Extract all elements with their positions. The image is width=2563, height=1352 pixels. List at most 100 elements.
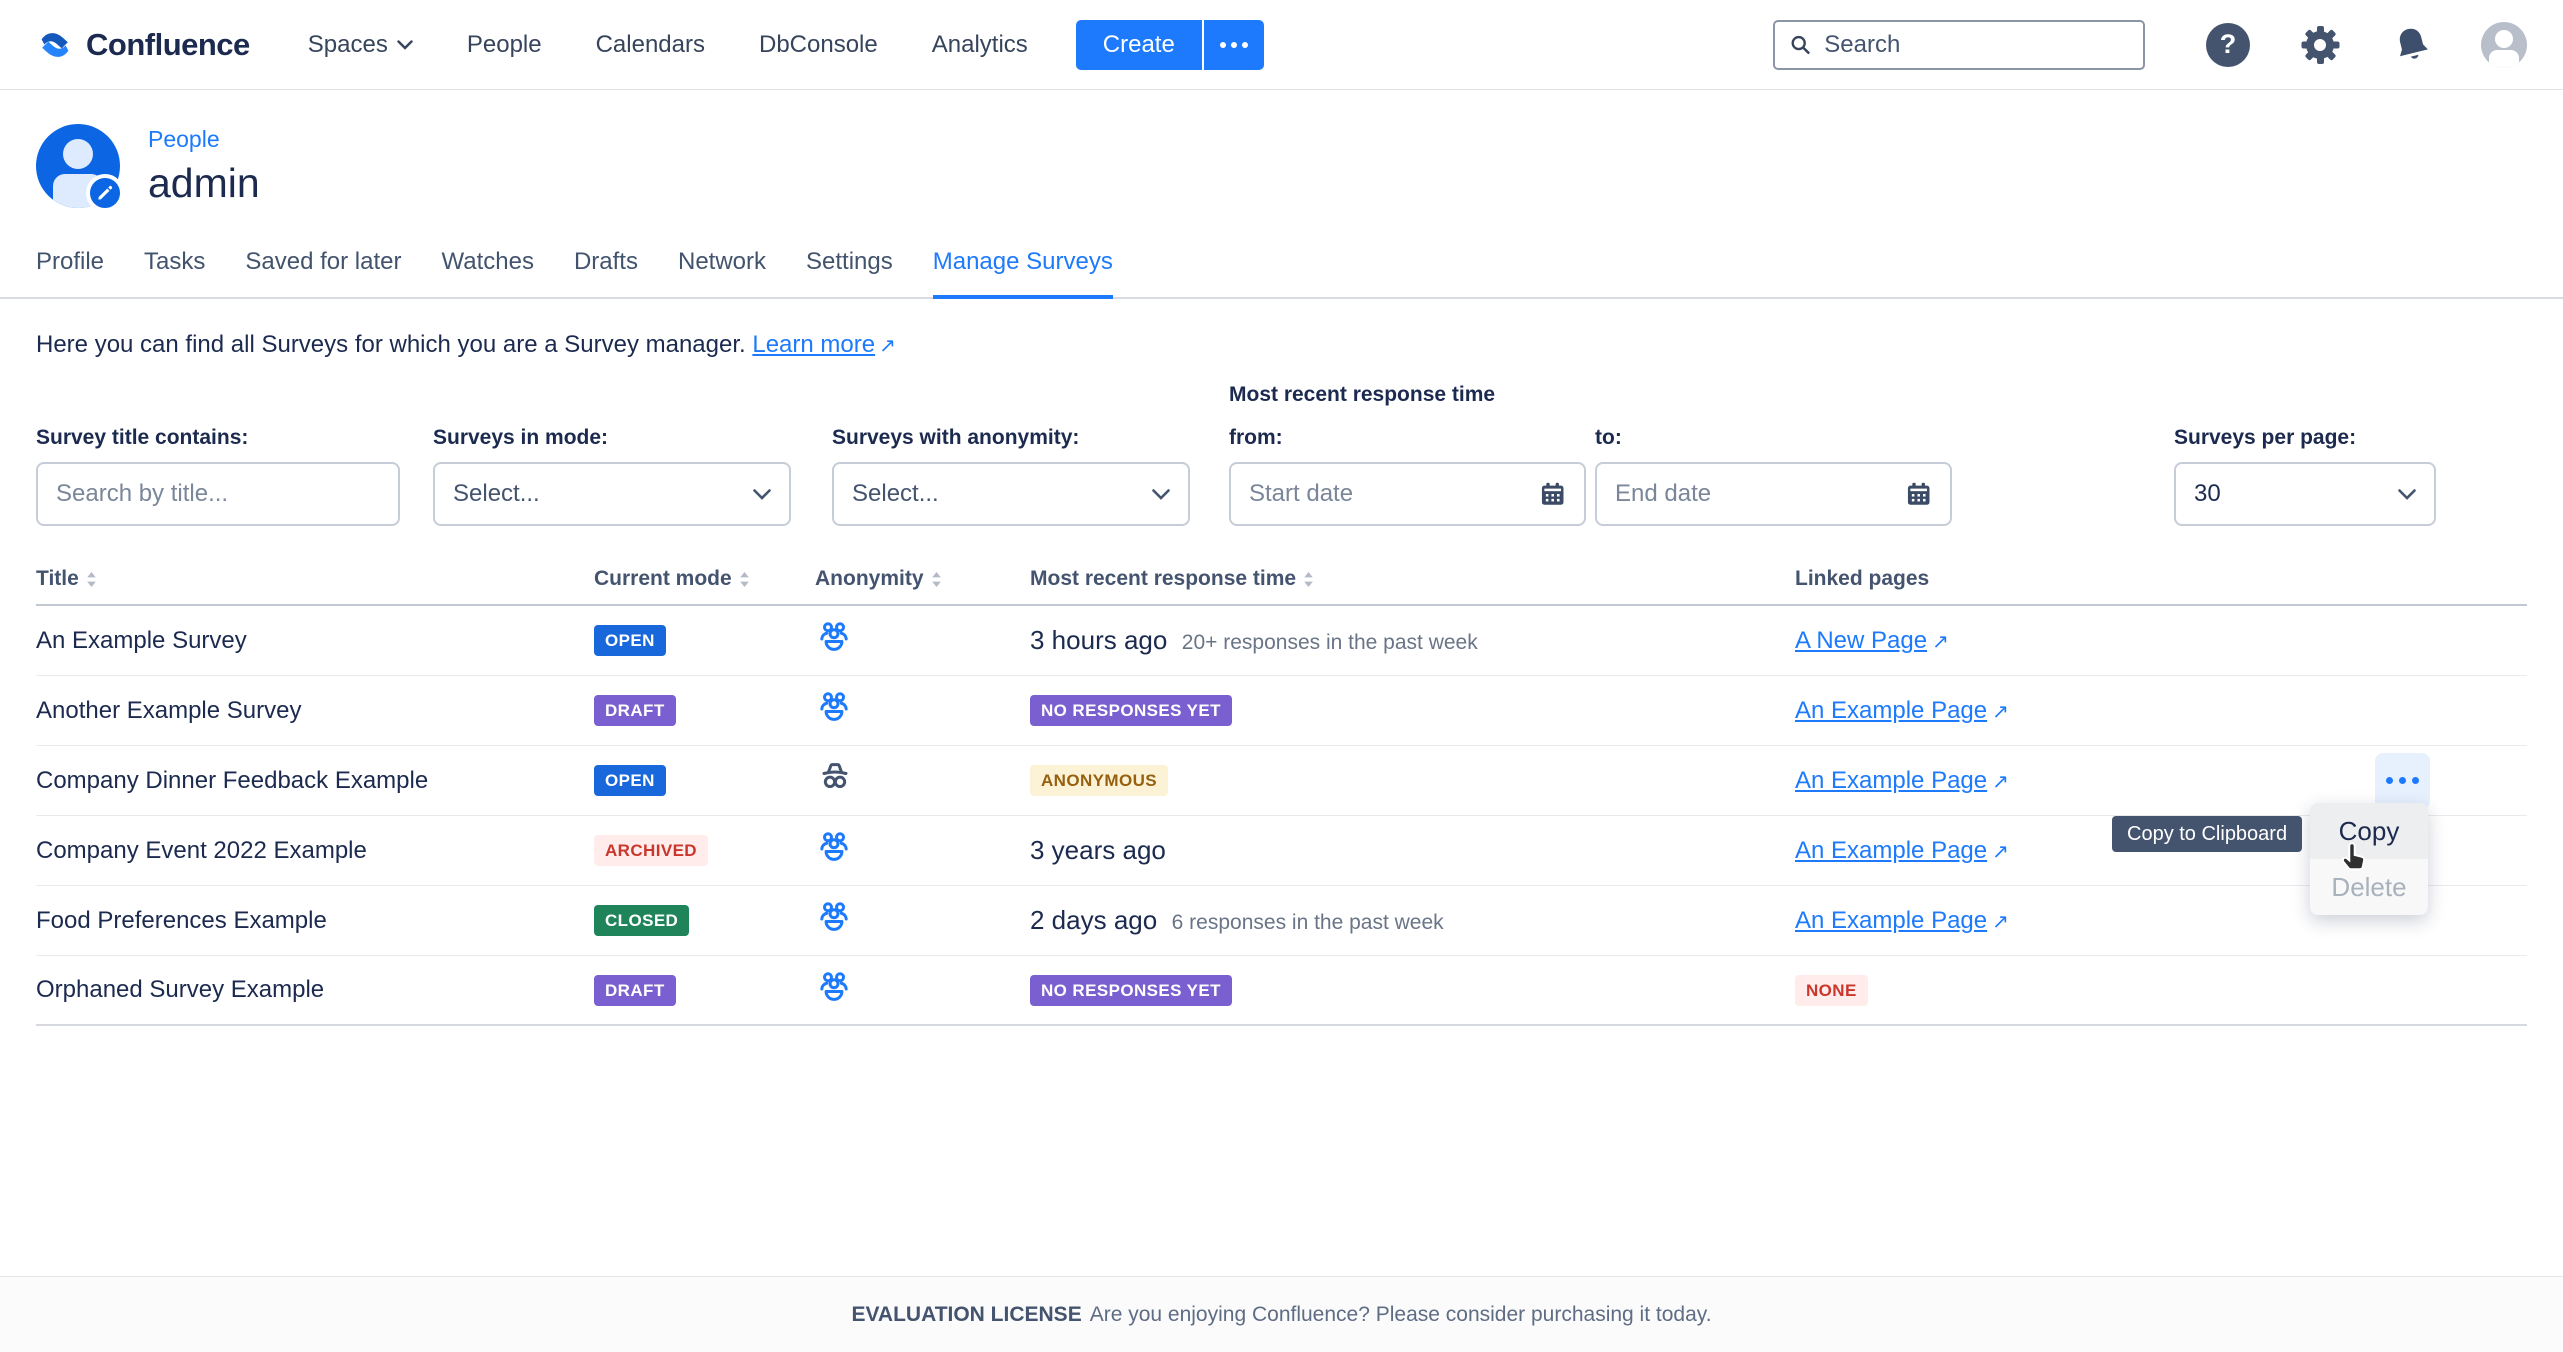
tab-settings[interactable]: Settings	[806, 248, 893, 275]
people-group-icon	[820, 622, 848, 651]
external-link-icon: ↗	[1992, 840, 2009, 863]
row-actions-button[interactable]	[2375, 752, 2430, 809]
nav-item-dbconsole[interactable]: DbConsole	[759, 30, 878, 58]
search-input[interactable]	[1824, 30, 2129, 59]
notifications-button[interactable]	[2389, 22, 2435, 68]
people-group-icon	[820, 971, 848, 1001]
calendar-icon[interactable]	[1905, 479, 1932, 509]
filter-anonymity: Surveys with anonymity: Select...	[832, 426, 1190, 526]
end-date-input[interactable]	[1615, 480, 1905, 508]
create-button[interactable]: Create	[1075, 19, 1202, 70]
header-title[interactable]: Title	[36, 567, 594, 591]
help-button[interactable]: ?	[2205, 22, 2251, 68]
profile-tabs: Profile Tasks Saved for later Watches Dr…	[0, 248, 2563, 299]
anonymity-select[interactable]: Select...	[832, 462, 1190, 526]
tab-watches[interactable]: Watches	[441, 248, 534, 275]
tab-manage-surveys[interactable]: Manage Surveys	[932, 248, 1113, 299]
mode-badge: ARCHIVED	[594, 835, 708, 866]
linked-page-link[interactable]: An Example Page ↗	[1795, 836, 2009, 864]
license-message: Are you enjoying Confluence? Please cons…	[1089, 1302, 1712, 1326]
settings-button[interactable]	[2297, 22, 2343, 68]
sort-icon	[739, 571, 749, 587]
profile-menu-button[interactable]	[2481, 21, 2527, 68]
linked-page-link[interactable]: An Example Page ↗	[1795, 766, 2009, 794]
nav-item-analytics[interactable]: Analytics	[931, 30, 1028, 58]
filter-response-to: to:	[1595, 383, 1952, 526]
linked-page-link[interactable]: An Example Page ↗	[1795, 696, 2009, 724]
header-current-mode[interactable]: Current mode	[594, 567, 815, 591]
mode-select[interactable]: Select...	[433, 462, 791, 526]
nav-item-people[interactable]: People	[466, 30, 542, 58]
table-row: An Example Survey OPEN 3 hours ago 20+ r…	[36, 606, 2527, 676]
confluence-logo[interactable]: Confluence	[36, 26, 250, 64]
tab-drafts[interactable]: Drafts	[573, 248, 638, 275]
primary-nav: Spaces People Calendars DbConsole Analyt…	[308, 31, 1028, 59]
confluence-logo-icon	[41, 32, 69, 57]
response-note: 6 responses in the past week	[1171, 911, 1444, 934]
survey-title: Orphaned Survey Example	[36, 976, 325, 1003]
people-group-icon	[820, 832, 848, 861]
response-note: 20+ responses in the past week	[1181, 631, 1478, 654]
start-date-input[interactable]	[1249, 480, 1539, 508]
filter-response-from: Most recent response time from:	[1229, 383, 1586, 526]
surveys-table: Title Current mode Anonymity Most recent…	[36, 554, 2527, 1026]
external-link-icon: ↗	[1932, 630, 1949, 653]
edit-avatar-icon[interactable]	[86, 174, 124, 212]
response-time: 2 days ago	[1030, 905, 1158, 935]
linked-page-link[interactable]: A New Page ↗	[1795, 626, 1949, 654]
linked-page-link[interactable]: An Example Page ↗	[1795, 906, 2009, 934]
filter-to-label: to:	[1595, 426, 1622, 449]
people-group-icon	[820, 692, 848, 721]
title-search-input[interactable]	[56, 480, 380, 508]
nav-right-cluster: ?	[1773, 19, 2527, 70]
sort-icon	[87, 571, 96, 587]
incognito-icon	[822, 763, 848, 788]
profile-avatar[interactable]	[36, 124, 124, 212]
table-row: Food Preferences Example CLOSED 2 days a…	[36, 886, 2527, 956]
mode-badge: CLOSED	[594, 905, 690, 936]
learn-more-link[interactable]: Learn more ↗	[752, 331, 896, 358]
people-group-icon	[820, 902, 848, 931]
filter-per-page-label: Surveys per page:	[2174, 426, 2357, 449]
nav-item-spaces[interactable]: Spaces	[308, 31, 413, 59]
brand-name: Confluence	[86, 26, 250, 62]
table-row: Orphaned Survey Example DRAFT NO RESPONS…	[36, 956, 2527, 1026]
mode-badge: OPEN	[594, 625, 666, 656]
nav-item-calendars[interactable]: Calendars	[595, 30, 705, 58]
ellipsis-icon	[2386, 777, 2419, 784]
survey-filters: Survey title contains: Surveys in mode: …	[36, 383, 2527, 526]
create-more-button[interactable]	[1201, 19, 1264, 70]
page-title: admin	[148, 159, 260, 206]
people-breadcrumb[interactable]: People	[148, 125, 220, 152]
per-page-select[interactable]: 30	[2174, 462, 2436, 526]
menu-item-delete: Delete	[2331, 871, 2407, 902]
header-anonymity[interactable]: Anonymity	[815, 567, 1030, 591]
survey-title: Food Preferences Example	[36, 906, 327, 934]
title-search-field[interactable]	[36, 462, 400, 526]
table-body: An Example Survey OPEN 3 hours ago 20+ r…	[36, 606, 2527, 1026]
table-header-row: Title Current mode Anonymity Most recent…	[36, 554, 2527, 606]
filter-mode-label: Surveys in mode:	[433, 426, 609, 449]
global-search[interactable]	[1773, 19, 2145, 70]
tab-profile[interactable]: Profile	[36, 248, 105, 275]
tab-tasks[interactable]: Tasks	[144, 248, 206, 275]
tab-network[interactable]: Network	[677, 248, 767, 275]
external-link-icon: ↗	[879, 335, 896, 357]
intro-text: Here you can find all Surveys for which …	[36, 331, 896, 358]
ellipsis-icon	[1219, 41, 1248, 48]
table-row: Company Dinner Feedback Example OPEN ANO…	[36, 746, 2527, 816]
avatar	[2481, 21, 2527, 68]
tab-saved-for-later[interactable]: Saved for later	[245, 248, 402, 275]
header-response-time[interactable]: Most recent response time	[1030, 567, 1795, 591]
menu-item-copy[interactable]: Copy	[2310, 803, 2428, 859]
external-link-icon: ↗	[1992, 910, 2009, 933]
chevron-down-icon	[397, 39, 413, 50]
end-date-field[interactable]	[1595, 462, 1952, 526]
external-link-icon: ↗	[1992, 700, 2009, 723]
calendar-icon[interactable]	[1539, 479, 1566, 509]
filter-title-label: Survey title contains:	[36, 426, 249, 449]
gear-icon	[2299, 24, 2341, 66]
survey-title: An Example Survey	[36, 626, 247, 654]
start-date-field[interactable]	[1229, 462, 1586, 526]
